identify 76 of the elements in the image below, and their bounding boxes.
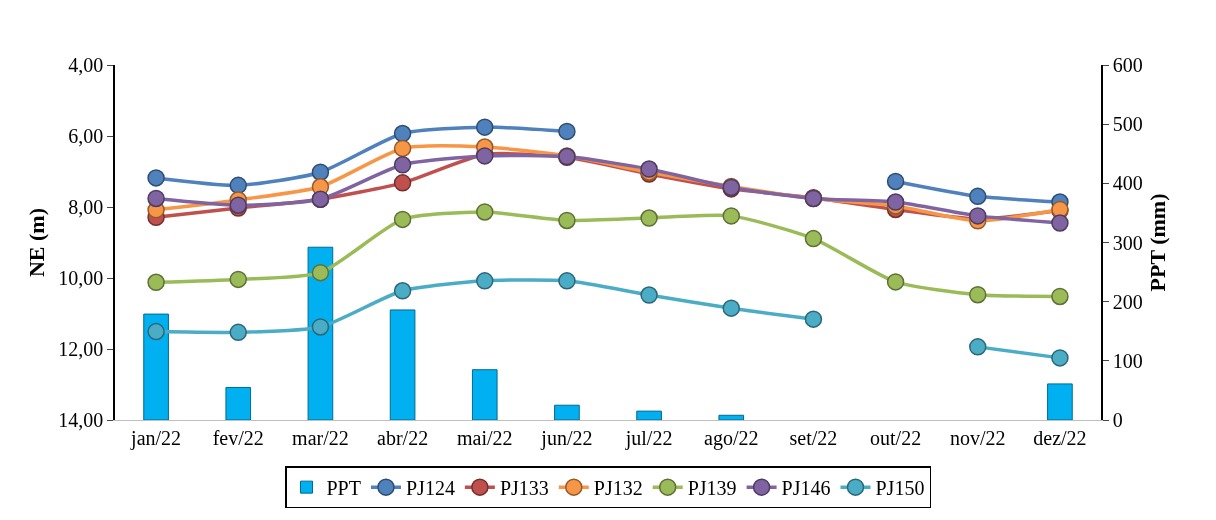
point bbox=[393, 210, 412, 229]
point bbox=[886, 193, 905, 211]
x-tick-label: abr/22 bbox=[377, 427, 429, 449]
point bbox=[640, 209, 658, 227]
y2-tick-label: 300 bbox=[1112, 231, 1143, 254]
legend-label: PJ150 bbox=[875, 476, 925, 499]
legend-label: PJ124 bbox=[405, 476, 455, 499]
x-tick-label: nov/22 bbox=[949, 427, 1006, 449]
x-tick-label: dez/22 bbox=[1033, 427, 1087, 449]
legend-label: PJ146 bbox=[781, 476, 831, 499]
point bbox=[558, 122, 576, 141]
bar bbox=[1047, 383, 1073, 420]
x-tick-label: set/22 bbox=[789, 427, 838, 449]
bar bbox=[636, 410, 662, 420]
x-tick-label: jul/22 bbox=[624, 427, 673, 450]
point bbox=[886, 273, 905, 291]
y2-tick-label: 100 bbox=[1112, 349, 1143, 372]
x-tick-label: out/22 bbox=[870, 427, 922, 449]
x-tick-label: mar/22 bbox=[292, 427, 349, 449]
point bbox=[311, 163, 330, 181]
x-tick-label: ago/22 bbox=[704, 427, 759, 450]
point bbox=[476, 118, 494, 136]
point bbox=[558, 211, 576, 230]
point bbox=[804, 229, 823, 248]
y-tick-label: 14,00 bbox=[58, 409, 104, 431]
y-tick-label: 6,00 bbox=[68, 125, 104, 147]
y2-tick-label: 200 bbox=[1112, 290, 1143, 313]
point bbox=[229, 323, 247, 342]
point bbox=[393, 174, 412, 192]
bar bbox=[471, 369, 498, 420]
x-tick-label: mai/22 bbox=[456, 427, 513, 449]
point bbox=[722, 299, 740, 317]
x-tick-label: jun/22 bbox=[540, 427, 593, 450]
bar bbox=[225, 386, 252, 420]
point bbox=[229, 176, 247, 195]
y2-tick-label: 600 bbox=[1112, 54, 1143, 76]
y2-tick-label: 0 bbox=[1112, 409, 1123, 431]
point bbox=[311, 318, 330, 336]
point bbox=[640, 286, 658, 304]
point bbox=[476, 203, 494, 221]
x-tick-label: jan/22 bbox=[130, 427, 182, 450]
point bbox=[311, 263, 330, 282]
point bbox=[393, 156, 412, 174]
y-tick-label: 12,00 bbox=[58, 338, 104, 360]
y-axis-title: NE (m) bbox=[23, 207, 49, 278]
x-tick-label: fev/22 bbox=[212, 427, 264, 449]
point bbox=[147, 189, 165, 208]
legend-label: PJ133 bbox=[499, 476, 549, 499]
point bbox=[804, 310, 823, 328]
point bbox=[969, 285, 987, 304]
bar bbox=[389, 309, 416, 420]
point bbox=[969, 187, 987, 206]
bar bbox=[554, 404, 580, 420]
legend-label: PPT bbox=[326, 476, 361, 499]
point bbox=[229, 270, 247, 289]
point bbox=[147, 322, 165, 341]
point bbox=[558, 272, 576, 290]
point bbox=[476, 272, 494, 290]
bar bbox=[718, 414, 745, 420]
y-tick-label: 4,00 bbox=[68, 54, 104, 76]
point bbox=[886, 172, 905, 191]
point bbox=[1051, 287, 1069, 306]
point bbox=[393, 124, 412, 143]
point bbox=[722, 207, 740, 225]
point bbox=[1051, 214, 1069, 232]
point bbox=[393, 139, 412, 158]
legend-label: PJ139 bbox=[687, 476, 737, 499]
y-tick-label: 8,00 bbox=[68, 196, 104, 218]
y2-tick-label: 400 bbox=[1112, 172, 1143, 195]
y2-axis-title: PPT (mm) bbox=[1145, 193, 1171, 292]
point bbox=[147, 169, 165, 187]
legend-label: PJ132 bbox=[593, 476, 643, 499]
point bbox=[393, 282, 412, 300]
point bbox=[147, 273, 165, 291]
y-tick-label: 10,00 bbox=[58, 267, 104, 289]
y2-tick-label: 500 bbox=[1112, 113, 1143, 136]
